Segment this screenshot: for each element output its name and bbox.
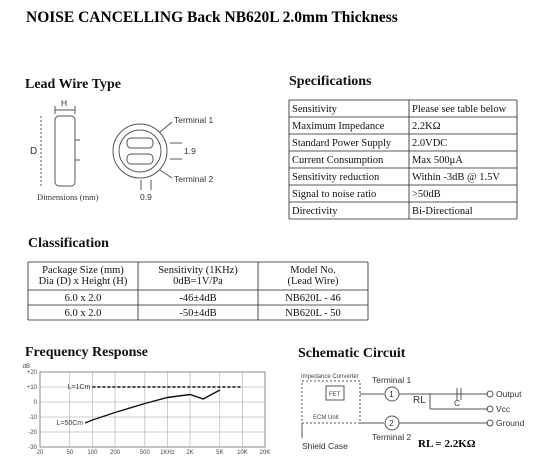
table-cell: >50dB	[412, 189, 441, 200]
schematic-note: RL = 2.2KΩ	[418, 438, 476, 450]
section-title: Lead Wire Type	[25, 77, 121, 92]
section-title: Specifications	[289, 74, 372, 89]
schematic-label: Shield Case	[302, 441, 348, 451]
x-tick-label: 2K	[186, 450, 193, 456]
y-tick-label: -10	[28, 415, 37, 421]
table-cell: NB620L - 46	[285, 293, 341, 304]
spec-table: Sensitivity Please see table below Maximum…	[288, 99, 518, 220]
series-label: L=1Cm	[68, 384, 91, 391]
terminal-label: Terminal 2	[174, 174, 213, 184]
table-cell: 2.2KΩ	[412, 121, 441, 132]
x-tick-label: 50	[67, 450, 74, 456]
section-title: Classification	[28, 236, 109, 251]
table-cell: 2.0VDC	[412, 138, 447, 149]
section-title: Schematic Circuit	[298, 346, 406, 361]
dim-label: 0.9	[140, 192, 152, 202]
x-tick-label: 100	[87, 450, 98, 456]
schematic-label: Terminal 1	[372, 375, 411, 385]
lead-wire-drawing	[40, 106, 182, 190]
x-tick-label: 20	[37, 450, 44, 456]
axis-label: dB	[23, 364, 30, 370]
y-tick-label: 0	[34, 400, 38, 406]
table-header: Dia (D) x Height (H)	[39, 276, 128, 287]
table-cell: Within -3dB @ 1.5V	[412, 172, 500, 183]
table-cell: NB620L - 50	[285, 308, 341, 319]
y-tick-label: -20	[28, 430, 37, 436]
schematic-label: 1	[389, 389, 394, 399]
y-tick-label: +10	[27, 385, 38, 391]
schematic-label: Impedance Converter	[301, 374, 359, 380]
table-header: Model No.	[290, 265, 336, 276]
table-cell: 6.0 x 2.0	[65, 308, 102, 319]
dim-label: D	[30, 146, 37, 157]
schematic-label: 2	[389, 418, 394, 428]
table-cell: Standard Power Supply	[292, 138, 392, 149]
table-cell: Sensitivity	[292, 104, 338, 115]
x-tick-label: 500	[140, 450, 151, 456]
page-title: NOISE CANCELLING Back NB620L 2.0mm Thick…	[26, 9, 398, 26]
classification-table: Package Size (mm)Dia (D) x Height (H) Sen…	[27, 261, 369, 321]
schematic-label: ECM Unit	[313, 415, 339, 421]
table-cell: Bi-Directional	[412, 206, 473, 217]
table-cell: Sensitivity reduction	[292, 172, 380, 183]
y-tick-label: +20	[27, 370, 38, 376]
schematic-label: Vcc	[496, 404, 511, 414]
schematic-label: RL	[413, 395, 426, 406]
dim-label: H	[61, 98, 67, 108]
schematic-label: C	[454, 398, 460, 408]
schematic-label: FET	[329, 392, 341, 398]
x-tick-label: 20K	[260, 450, 271, 456]
terminal-label: Terminal 1	[174, 115, 213, 125]
table-cell: Max 500μA	[412, 155, 463, 166]
table-cell: Maximum Impedance	[292, 121, 385, 132]
series-label: L=50Cm	[56, 420, 83, 427]
table-cell: -50±4dB	[179, 308, 216, 319]
table-header: (Lead Wire)	[288, 276, 339, 287]
caption: Dimensions (mm)	[37, 192, 99, 202]
x-tick-label: 1KHz	[160, 450, 175, 456]
table-cell: Please see table below	[412, 104, 507, 115]
table-cell: 6.0 x 2.0	[65, 293, 102, 304]
x-tick-label: 10K	[237, 450, 248, 456]
y-tick-label: -30	[28, 445, 37, 451]
table-cell: Current Consumption	[292, 155, 384, 166]
schematic-drawing	[301, 380, 494, 438]
table-cell: Signal to noise ratio	[292, 189, 376, 200]
schematic-label: Ground	[496, 418, 525, 428]
dim-label: 1.9	[184, 146, 196, 156]
schematic-label: Output	[496, 389, 522, 399]
table-header: Sensitivity (1KHz)	[158, 265, 238, 276]
x-tick-label: 200	[110, 450, 121, 456]
plot-area	[39, 371, 266, 448]
table-header: Package Size (mm)	[42, 265, 124, 276]
table-header: 0dB=1V/Pa	[173, 276, 223, 287]
table-cell: -46±4dB	[179, 293, 216, 304]
table-cell: Directivity	[292, 206, 338, 217]
section-title: Frequency Response	[25, 345, 148, 360]
schematic-label: Terminal 2	[372, 432, 411, 442]
x-tick-label: 5K	[216, 450, 223, 456]
response-curve	[84, 389, 221, 424]
